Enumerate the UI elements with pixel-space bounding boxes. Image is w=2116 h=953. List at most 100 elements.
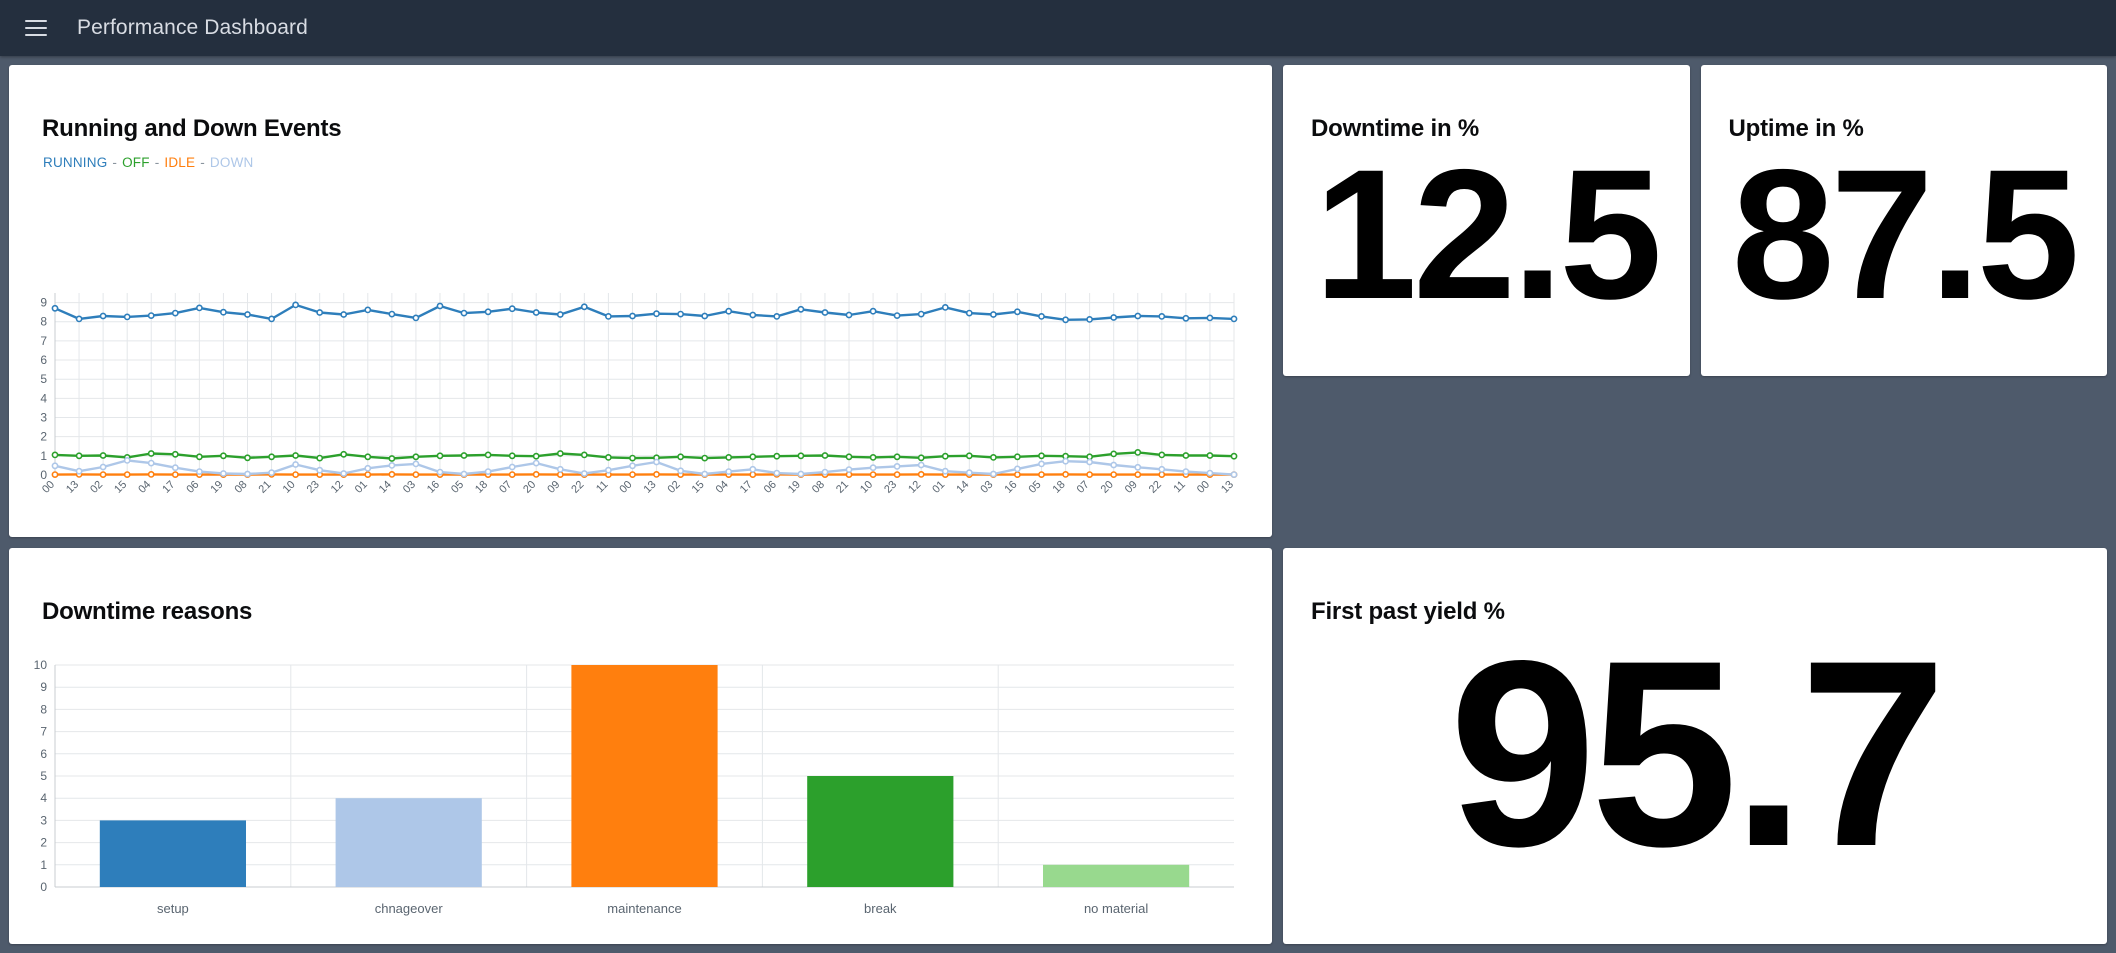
svg-text:04: 04 <box>714 479 731 496</box>
svg-text:02: 02 <box>88 479 105 496</box>
svg-text:0: 0 <box>40 468 47 482</box>
panel-running-and-down-events: Running and Down Events RUNNING - OFF - … <box>9 65 1272 537</box>
svg-text:10: 10 <box>281 479 298 496</box>
svg-text:15: 15 <box>690 479 707 496</box>
svg-text:09: 09 <box>1123 479 1140 496</box>
panel-first-past-yield: First past yield % 95.7 <box>1283 548 2107 944</box>
svg-text:17: 17 <box>160 479 177 496</box>
svg-text:2: 2 <box>40 836 47 850</box>
svg-text:16: 16 <box>1002 479 1019 496</box>
legend-item-off[interactable]: OFF <box>122 155 150 170</box>
legend-separator-3: - <box>200 155 205 170</box>
events-panel-title: Running and Down Events <box>42 115 342 142</box>
svg-text:09: 09 <box>545 479 562 496</box>
svg-text:setup: setup <box>157 901 189 916</box>
svg-text:4: 4 <box>40 791 47 805</box>
legend-item-idle[interactable]: IDLE <box>164 155 196 170</box>
legend-separator-2: - <box>154 155 160 170</box>
downtime-reasons-bar-chart[interactable]: 0 1 2 3 4 5 6 7 8 9 10 setup chnageover maintenance br… <box>9 653 1272 943</box>
svg-text:break: break <box>864 901 897 916</box>
svg-text:2: 2 <box>40 430 47 444</box>
svg-text:08: 08 <box>232 479 249 496</box>
svg-text:05: 05 <box>449 479 466 496</box>
svg-text:01: 01 <box>353 479 370 496</box>
svg-text:maintenance: maintenance <box>607 901 681 916</box>
svg-text:14: 14 <box>377 479 394 496</box>
first-past-yield-title: First past yield % <box>1311 598 1505 625</box>
svg-text:5: 5 <box>40 769 47 783</box>
legend-separator-1: - <box>112 155 118 170</box>
downtime-percent-title: Downtime in % <box>1311 115 1480 142</box>
events-legend: RUNNING - OFF - IDLE - DOWN <box>9 143 1272 170</box>
svg-text:23: 23 <box>305 479 322 496</box>
svg-text:1: 1 <box>40 449 47 463</box>
svg-text:3: 3 <box>40 411 47 425</box>
downtime-percent-value: 12.5 <box>1314 132 1662 338</box>
panel-uptime-percent: Uptime in % 87.5 <box>1700 65 2107 376</box>
panel-downtime-reasons: Downtime reasons 0 1 2 3 4 5 6 7 8 9 10 setup chnage… <box>9 548 1272 944</box>
svg-text:17: 17 <box>738 479 755 496</box>
svg-text:04: 04 <box>136 479 153 496</box>
svg-text:7: 7 <box>40 725 47 739</box>
svg-text:14: 14 <box>954 479 971 496</box>
svg-text:07: 07 <box>1075 479 1092 496</box>
svg-text:12: 12 <box>329 479 346 496</box>
svg-text:00: 00 <box>1195 479 1212 496</box>
panel-downtime-percent: Downtime in % 12.5 <box>1283 65 1690 376</box>
svg-text:02: 02 <box>666 479 683 496</box>
svg-text:15: 15 <box>112 479 129 496</box>
uptime-percent-title: Uptime in % <box>1728 115 1864 142</box>
svg-text:13: 13 <box>1219 479 1236 496</box>
svg-text:03: 03 <box>978 479 995 496</box>
svg-text:4: 4 <box>40 391 47 405</box>
downtime-reasons-title: Downtime reasons <box>42 598 253 625</box>
svg-text:chnageover: chnageover <box>375 901 444 916</box>
svg-text:10: 10 <box>858 479 875 496</box>
svg-text:11: 11 <box>594 479 611 496</box>
kpi-row: Downtime in % 12.5 Uptime in % 87.5 <box>1283 65 2107 537</box>
svg-text:19: 19 <box>786 479 803 496</box>
svg-text:06: 06 <box>762 479 779 496</box>
dashboard-grid: Running and Down Events RUNNING - OFF - … <box>0 56 2116 953</box>
svg-text:5: 5 <box>40 372 47 386</box>
svg-text:00: 00 <box>617 479 634 496</box>
page-title: Performance Dashboard <box>77 16 308 39</box>
svg-text:20: 20 <box>1099 479 1116 496</box>
svg-text:8: 8 <box>40 702 47 716</box>
svg-text:no material: no material <box>1084 901 1148 916</box>
svg-text:13: 13 <box>64 479 81 496</box>
svg-text:21: 21 <box>834 479 851 496</box>
svg-text:13: 13 <box>642 479 659 496</box>
svg-text:6: 6 <box>40 747 47 761</box>
svg-text:12: 12 <box>906 479 923 496</box>
svg-text:6: 6 <box>40 353 47 367</box>
svg-text:07: 07 <box>497 479 514 496</box>
svg-text:0: 0 <box>40 880 47 894</box>
svg-text:19: 19 <box>208 479 225 496</box>
svg-text:05: 05 <box>1026 479 1043 496</box>
legend-item-running[interactable]: RUNNING <box>43 155 108 170</box>
svg-text:11: 11 <box>1171 479 1188 496</box>
svg-text:9: 9 <box>40 680 47 694</box>
svg-text:18: 18 <box>1051 479 1068 496</box>
svg-text:1: 1 <box>40 858 47 872</box>
svg-text:3: 3 <box>40 813 47 827</box>
uptime-percent-value: 87.5 <box>1731 132 2080 338</box>
hamburger-menu-icon[interactable] <box>16 8 56 48</box>
svg-text:23: 23 <box>882 479 899 496</box>
svg-text:06: 06 <box>184 479 201 496</box>
svg-text:18: 18 <box>473 479 490 496</box>
svg-text:9: 9 <box>40 296 47 310</box>
svg-text:21: 21 <box>257 479 274 496</box>
svg-text:08: 08 <box>810 479 827 496</box>
legend-item-down[interactable]: DOWN <box>209 155 254 170</box>
svg-text:22: 22 <box>569 479 586 496</box>
svg-text:7: 7 <box>40 334 47 348</box>
svg-text:01: 01 <box>930 479 947 496</box>
svg-text:8: 8 <box>40 315 47 329</box>
svg-text:03: 03 <box>401 479 418 496</box>
svg-text:22: 22 <box>1147 479 1164 496</box>
svg-text:10: 10 <box>34 658 48 672</box>
svg-text:20: 20 <box>521 479 538 496</box>
events-line-chart[interactable]: 0 1 2 3 4 5 6 7 8 9 00 13 02 15 04 17 06 19 08 21 10 23 12 01 14… <box>9 281 1272 537</box>
